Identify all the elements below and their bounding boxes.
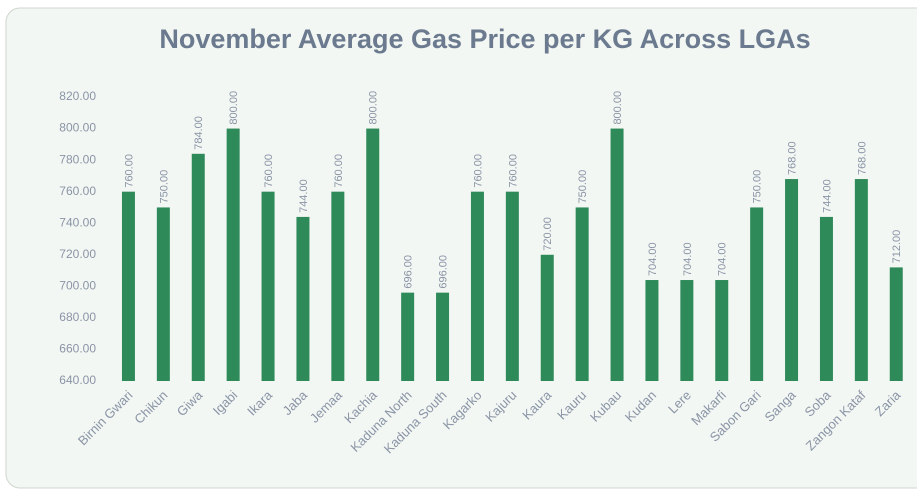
value-label: 760.00 <box>123 154 135 188</box>
bar <box>191 153 205 381</box>
bar <box>505 191 519 381</box>
y-tick-label: 700.00 <box>59 279 96 293</box>
bar <box>610 128 624 381</box>
value-label: 760.00 <box>472 154 484 188</box>
bar <box>785 179 799 381</box>
value-label: 696.00 <box>438 255 450 289</box>
bar <box>575 207 589 381</box>
value-label: 704.00 <box>682 242 694 276</box>
y-tick-label: 640.00 <box>59 373 96 387</box>
value-label: 720.00 <box>542 217 554 251</box>
value-label: 696.00 <box>403 255 415 289</box>
value-label: 800.00 <box>228 91 240 125</box>
y-tick-label: 720.00 <box>59 247 96 261</box>
bar <box>261 191 275 381</box>
value-label: 784.00 <box>193 116 205 150</box>
y-tick-label: 660.00 <box>59 342 96 356</box>
value-label: 760.00 <box>263 154 275 188</box>
value-label: 768.00 <box>856 141 868 175</box>
bar <box>366 128 380 381</box>
value-label: 750.00 <box>158 170 170 204</box>
bar <box>540 254 554 381</box>
value-label: 760.00 <box>333 154 345 188</box>
bar <box>680 280 694 381</box>
bar <box>645 280 659 381</box>
bar <box>296 216 310 381</box>
bar <box>156 207 170 381</box>
value-label: 768.00 <box>787 141 799 175</box>
chart-title: November Average Gas Price per KG Across… <box>159 24 810 54</box>
bar <box>331 191 345 381</box>
bar <box>750 207 764 381</box>
value-label: 704.00 <box>647 242 659 276</box>
y-tick-label: 800.00 <box>59 121 96 135</box>
value-label: 800.00 <box>612 91 624 125</box>
y-tick-label: 740.00 <box>59 215 96 229</box>
bar <box>889 267 903 381</box>
bar <box>819 216 833 381</box>
bar <box>121 191 135 381</box>
bar <box>715 280 729 381</box>
y-tick-label: 760.00 <box>59 184 96 198</box>
bar <box>470 191 484 381</box>
value-label: 744.00 <box>298 179 310 213</box>
value-label: 712.00 <box>891 230 903 264</box>
bar <box>401 292 415 381</box>
y-tick-label: 780.00 <box>59 152 96 166</box>
bar <box>854 179 868 381</box>
value-label: 744.00 <box>821 179 833 213</box>
value-label: 750.00 <box>752 170 764 204</box>
y-tick-label: 820.00 <box>59 89 96 103</box>
value-label: 800.00 <box>368 91 380 125</box>
bar <box>226 128 240 381</box>
value-label: 704.00 <box>717 242 729 276</box>
y-tick-label: 680.00 <box>59 310 96 324</box>
value-label: 760.00 <box>507 154 519 188</box>
value-label: 750.00 <box>577 170 589 204</box>
bar <box>436 292 450 381</box>
